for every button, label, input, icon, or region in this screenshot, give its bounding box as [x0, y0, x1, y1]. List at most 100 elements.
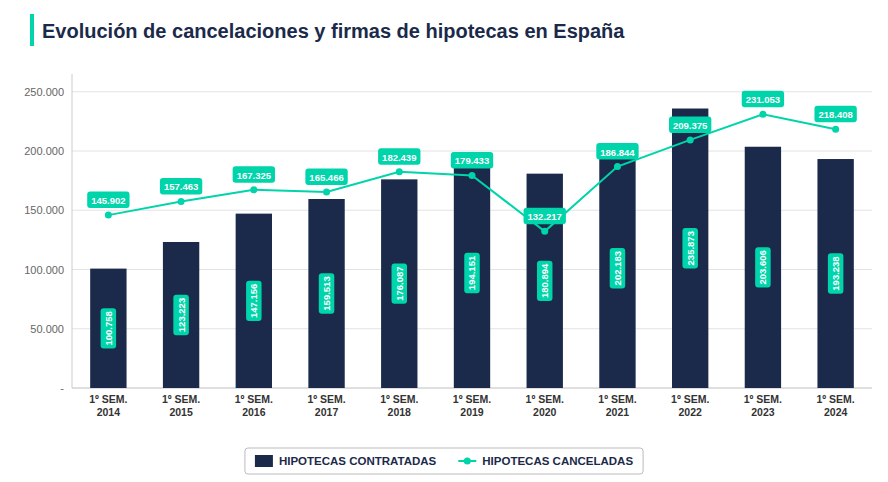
x-tick-label-line: 1º SEM. — [671, 393, 709, 405]
line-label-box — [233, 166, 275, 183]
bar-label-group: 193.238 — [828, 253, 844, 293]
line-marker — [469, 172, 476, 179]
x-tick-label-line: 2021 — [606, 406, 630, 418]
line-label-box — [814, 106, 856, 123]
x-tick-label-line: 1º SEM. — [307, 393, 345, 405]
line-label: 157.463 — [164, 181, 198, 192]
x-tick-label: 1º SEM.2023 — [744, 393, 782, 418]
page: {"chart_data": { "type": "bar", "title":… — [0, 0, 888, 482]
x-tick-label-line: 1º SEM. — [453, 393, 491, 405]
bar-label-box — [246, 281, 262, 321]
x-tick-label-line: 1º SEM. — [89, 393, 127, 405]
bar — [599, 148, 635, 388]
bar — [817, 159, 853, 388]
line-label-box — [596, 143, 638, 160]
x-tick-label-line: 1º SEM. — [235, 393, 273, 405]
bar-label-box — [173, 295, 189, 335]
line-marker — [687, 136, 694, 143]
line-label: 231.053 — [746, 94, 780, 105]
legend-swatch — [255, 455, 273, 467]
line-marker — [832, 126, 839, 133]
legend: HIPOTECAS CONTRATADAS HIPOTECAS CANCELADA… — [245, 448, 643, 474]
bar-label-group: 194.151 — [464, 253, 480, 293]
bar — [236, 214, 272, 388]
legend-label: HIPOTECAS CANCELADAS — [482, 455, 633, 467]
line-label-box — [305, 168, 347, 185]
x-tick-label-line: 1º SEM. — [817, 393, 855, 405]
line-label: 145.902 — [91, 195, 125, 206]
line-label-box — [742, 91, 784, 108]
legend-frame — [245, 448, 643, 474]
bar-label-group: 100.758 — [101, 308, 117, 348]
bar-label: 203.606 — [757, 250, 768, 284]
bar — [90, 269, 126, 388]
bar-label: 100.758 — [103, 311, 114, 345]
bar-label-box — [682, 228, 698, 268]
bar-label: 193.238 — [830, 256, 841, 290]
x-tick-label-line: 1º SEM. — [744, 393, 782, 405]
x-tick-label: 1º SEM.2014 — [89, 393, 127, 418]
bar — [454, 158, 490, 388]
line-label-box — [378, 148, 420, 165]
bar-label-group: 180.894 — [537, 261, 553, 301]
bar-label: 159.513 — [321, 276, 332, 310]
y-axis: -50.000100.000150.000200.000250.000 — [24, 74, 872, 394]
line-marker — [541, 228, 548, 235]
x-tick-label-line: 1º SEM. — [526, 393, 564, 405]
bar-label-box — [828, 253, 844, 293]
line-marker — [105, 212, 112, 219]
bar-label: 176.087 — [394, 267, 405, 301]
bar-label: 180.894 — [539, 263, 550, 298]
x-tick-label: 1º SEM.2016 — [235, 393, 273, 418]
legend-label: HIPOTECAS CONTRATADAS — [279, 455, 437, 467]
y-tick-label: 150.000 — [24, 204, 64, 216]
line-marker — [759, 111, 766, 118]
x-tick-label-line: 2022 — [679, 406, 703, 418]
bar-label-box — [392, 264, 408, 304]
x-tick-label-line: 1º SEM. — [380, 393, 418, 405]
bar-label-group: 202.183 — [610, 248, 626, 288]
x-tick-label-line: 1º SEM. — [598, 393, 636, 405]
bar-label: 202.183 — [612, 251, 623, 285]
bar-label: 147.156 — [248, 284, 259, 318]
grid — [72, 92, 872, 388]
bar-label: 235.873 — [685, 231, 696, 265]
x-tick-label: 1º SEM.2015 — [162, 393, 200, 418]
chart-container: Evolución de cancelaciones y firmas de h… — [0, 0, 888, 482]
title: Evolución de cancelaciones y firmas de h… — [42, 20, 625, 42]
data-labels: 100.758 123.223 147.156 159.513 176.087 194.1… — [87, 91, 857, 349]
bar — [672, 109, 708, 388]
bar — [308, 199, 344, 388]
y-tick-label: 100.000 — [24, 264, 64, 276]
line-label: 186.844 — [600, 147, 635, 158]
line-label-box — [669, 116, 711, 132]
x-tick-label: 1º SEM.2019 — [453, 393, 491, 418]
bar — [381, 179, 417, 388]
y-tick-label: 250.000 — [24, 86, 64, 98]
title-accent — [30, 14, 34, 46]
x-axis: 1º SEM.20141º SEM.20151º SEM.20161º SEM.… — [89, 393, 855, 418]
x-tick-label: 1º SEM.2021 — [598, 393, 636, 418]
x-tick-label: 1º SEM.2022 — [671, 393, 709, 418]
x-tick-label-line: 2018 — [388, 406, 412, 418]
line-label: 167.325 — [237, 170, 272, 181]
bar-label-group: 147.156 — [246, 281, 262, 321]
bar-label-box — [101, 308, 117, 348]
line-label: 132.217 — [528, 211, 562, 222]
bar-label-group: 235.873 — [682, 228, 698, 268]
bar-label: 123.223 — [176, 298, 187, 332]
x-tick-label-line: 2023 — [751, 406, 775, 418]
chart-svg: Evolución de cancelaciones y firmas de h… — [0, 0, 888, 482]
line-label-box — [87, 192, 129, 209]
y-tick-label: - — [60, 382, 64, 394]
bar — [163, 242, 199, 388]
line-marker — [614, 163, 621, 170]
bar-label-box — [464, 253, 480, 293]
x-tick-label-line: 2017 — [315, 406, 339, 418]
line-label: 179.433 — [455, 155, 489, 166]
x-tick-label: 1º SEM.2020 — [526, 393, 564, 418]
line — [108, 114, 835, 231]
y-axis-line — [72, 74, 73, 388]
line-label: 209.375 — [673, 120, 708, 131]
bar-label-box — [319, 273, 335, 313]
